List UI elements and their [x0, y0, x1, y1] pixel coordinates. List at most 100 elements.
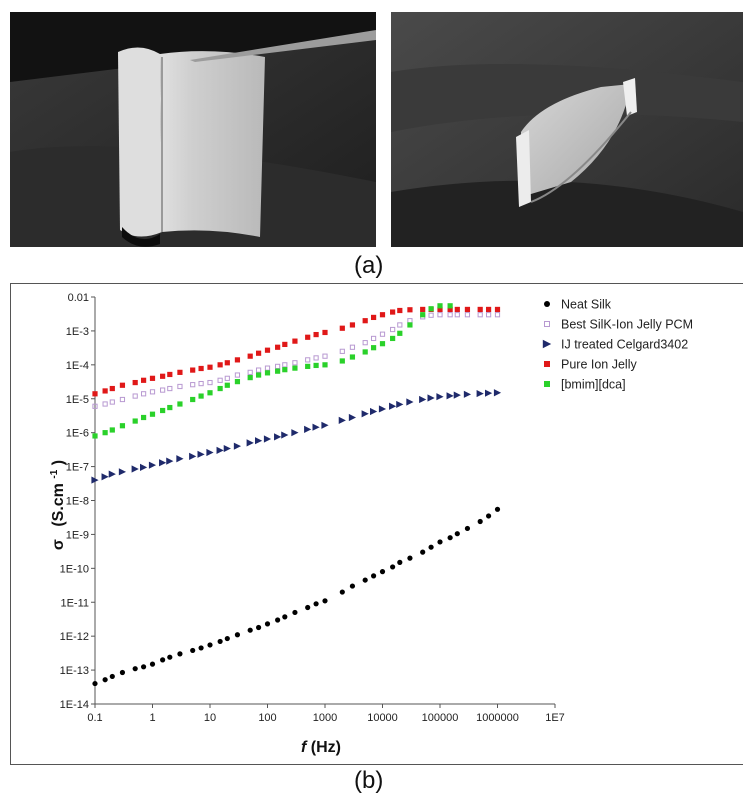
- data-point: [216, 446, 224, 455]
- data-point: [91, 476, 99, 484]
- data-point: [370, 345, 377, 351]
- data-point: [264, 621, 271, 627]
- data-point: [397, 559, 403, 565]
- data-point: [234, 372, 241, 378]
- data-point: [247, 353, 253, 359]
- data-point: [362, 577, 368, 583]
- panel-label-b: (b): [354, 767, 384, 794]
- data-point: [264, 370, 271, 376]
- data-point: [313, 331, 319, 338]
- data-point: [305, 357, 311, 363]
- data-point: [176, 455, 184, 463]
- data-point: [446, 392, 454, 400]
- data-point: [484, 389, 493, 397]
- data-point: [190, 396, 196, 403]
- x-tick-label: 0.1: [87, 712, 102, 724]
- data-point: [140, 391, 147, 397]
- data-point: [291, 429, 299, 437]
- data-point: [92, 433, 98, 439]
- legend: Neat Silk Best SilK-Ion Jelly PCM IJ treat…: [542, 298, 693, 392]
- data-point: [109, 385, 115, 392]
- data-point: [160, 373, 166, 379]
- data-point: [304, 425, 312, 433]
- data-point: [189, 452, 197, 460]
- y-tick-label: 1E-7: [66, 462, 89, 474]
- data-point: [428, 544, 434, 550]
- data-point: [92, 403, 98, 409]
- data-point: [494, 306, 501, 313]
- data-point: [370, 573, 377, 579]
- data-point: [437, 312, 443, 318]
- data-point: [305, 334, 311, 340]
- data-point: [476, 389, 484, 398]
- data-point: [132, 418, 138, 424]
- legend-label: Pure Ion Jelly: [561, 358, 637, 372]
- data-point: [118, 468, 127, 476]
- data-point: [339, 589, 345, 595]
- data-point: [281, 431, 289, 439]
- legend-label: [bmim][dca]: [561, 378, 626, 392]
- data-point: [313, 355, 319, 361]
- ticks: 1E-14 1E-13 1E-12 1E-11 1E-10 1E-9 1E-8 1E-7 1E-…: [60, 292, 565, 724]
- data-point: [139, 463, 148, 471]
- data-point: [390, 564, 396, 570]
- data-point: [407, 318, 413, 324]
- data-point: [119, 396, 126, 403]
- data-point: [437, 539, 443, 545]
- data-point: [108, 470, 116, 478]
- data-point: [339, 358, 345, 364]
- data-point: [390, 335, 396, 342]
- data-point: [477, 518, 483, 525]
- x-axis-unit: (Hz): [311, 739, 341, 756]
- data-point: [207, 379, 213, 386]
- data-point: [102, 401, 108, 407]
- data-point: [246, 439, 254, 447]
- data-point: [159, 459, 167, 467]
- y-axis-symbol: σ: [50, 539, 67, 550]
- x-tick-label: 1: [149, 712, 155, 724]
- data-point: [255, 372, 262, 378]
- data-point: [419, 395, 427, 404]
- data-point: [224, 360, 230, 366]
- x-axis-symbol: f: [301, 739, 308, 756]
- data-point: [247, 375, 253, 381]
- data-point: [198, 365, 204, 372]
- x-tick-label: 1E7: [545, 712, 565, 724]
- data-point: [454, 531, 460, 537]
- data-point: [247, 369, 253, 375]
- data-point: [313, 601, 319, 607]
- x-tick-label: 100000: [422, 712, 459, 724]
- data-point: [437, 306, 443, 313]
- legend-marker: [544, 381, 550, 387]
- data-point: [390, 309, 396, 315]
- data-point: [275, 344, 281, 350]
- data-point: [177, 401, 183, 407]
- y-tick-label: 1E-14: [60, 699, 89, 711]
- data-point: [282, 614, 288, 620]
- data-point: [234, 357, 241, 363]
- data-point: [406, 398, 414, 406]
- data-point: [420, 312, 426, 318]
- series-1: [92, 312, 501, 409]
- data-point: [494, 312, 501, 318]
- data-point: [397, 307, 403, 314]
- data-point: [234, 632, 241, 638]
- data-point: [362, 318, 368, 324]
- y-axis-title: σ (S.cm -1 ): [44, 460, 67, 550]
- data-point: [160, 407, 166, 414]
- data-point: [140, 664, 147, 670]
- data-point: [292, 338, 298, 344]
- series-4: [92, 303, 453, 439]
- data-point: [275, 617, 281, 623]
- data-point: [282, 362, 288, 368]
- x-tick-label: 1000: [313, 712, 337, 724]
- data-point: [322, 353, 328, 359]
- data-point: [217, 385, 223, 392]
- data-point: [397, 322, 403, 328]
- x-tick-label: 10000: [367, 712, 398, 724]
- data-point: [396, 400, 404, 409]
- data-point: [198, 393, 204, 399]
- data-point: [223, 444, 231, 453]
- data-point: [349, 354, 356, 360]
- data-point: [349, 344, 356, 350]
